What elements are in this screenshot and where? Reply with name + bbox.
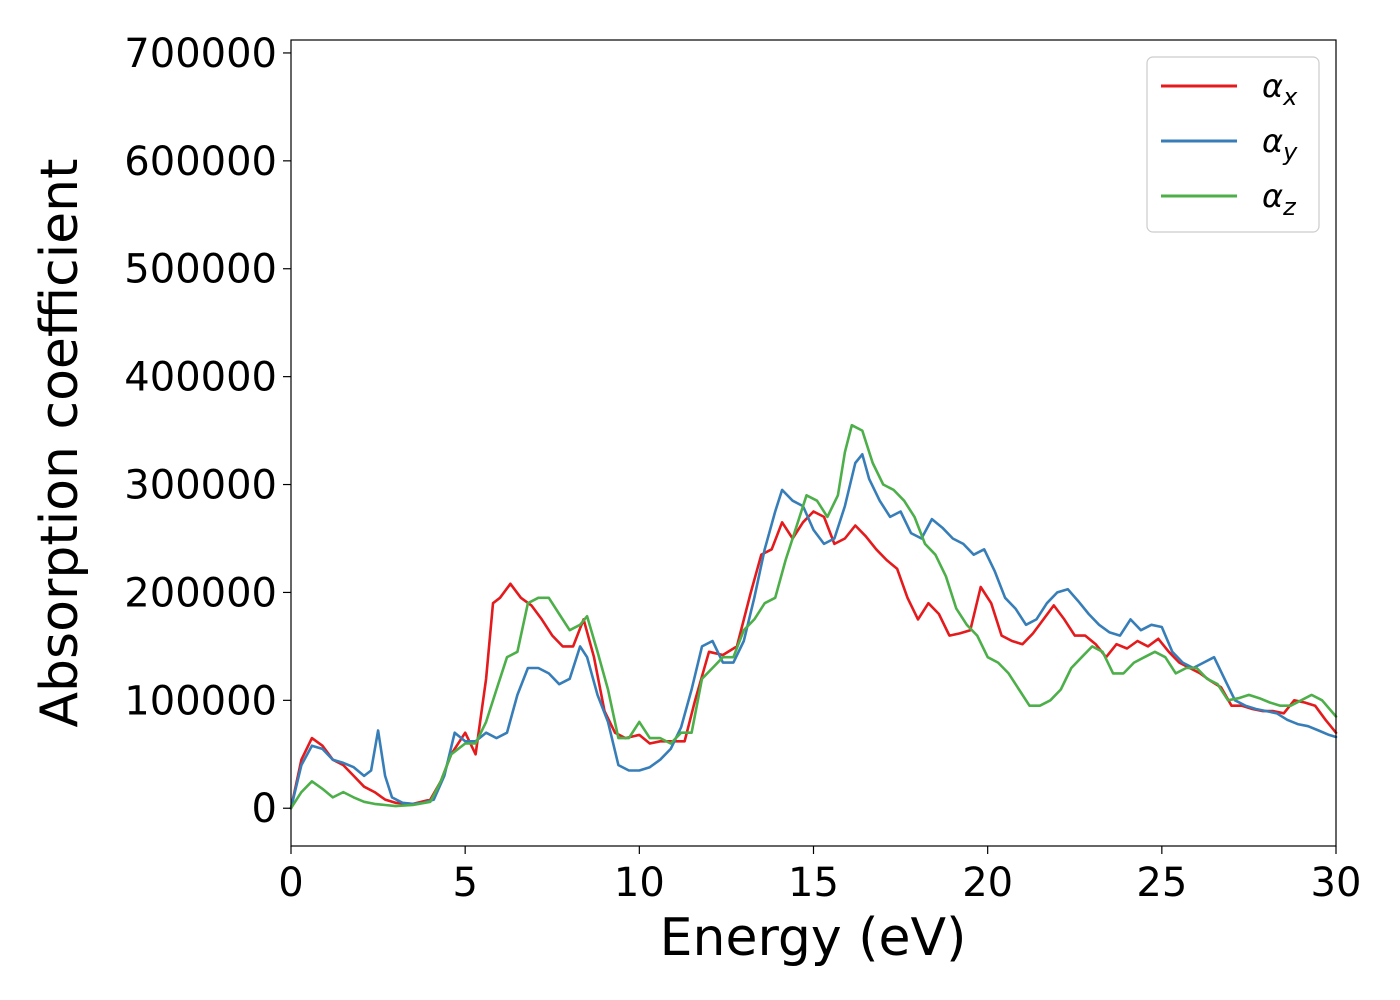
x-tick-label: 5 [452, 860, 477, 906]
legend-label-y: αy [1262, 122, 1298, 166]
y-axis-label: Absorption coefficient [30, 158, 90, 727]
y-axis: 0 100000 200000 300000 400000 500000 600000 700… [124, 31, 291, 832]
x-axis: 0 5 10 15 20 25 30 [278, 846, 1361, 906]
series-layer [289, 423, 1338, 810]
x-tick-label: 20 [962, 860, 1013, 906]
x-tick-label: 10 [614, 860, 665, 906]
legend-symbol: α [1262, 177, 1283, 215]
x-tick-label: 15 [788, 860, 839, 906]
y-tick-label: 700000 [124, 31, 277, 77]
x-tick-label: 0 [278, 860, 303, 906]
legend-subscript: z [1282, 193, 1297, 221]
x-axis-label: Energy (eV) [660, 908, 967, 968]
y-tick-label: 0 [252, 786, 277, 832]
series-line-y [289, 453, 1338, 810]
legend-symbol: α [1262, 122, 1283, 160]
y-tick-label: 300000 [124, 463, 277, 509]
y-tick-label: 400000 [124, 355, 277, 401]
legend-box [1146, 56, 1320, 233]
legend-label-x: αx [1262, 67, 1298, 111]
y-tick-label: 500000 [124, 247, 277, 293]
y-tick-label: 200000 [124, 570, 277, 616]
series-line-z [289, 423, 1338, 810]
y-tick-label: 600000 [124, 139, 277, 185]
legend-subscript: y [1282, 138, 1298, 166]
legend-symbol: α [1262, 67, 1283, 105]
x-tick-label: 25 [1136, 860, 1187, 906]
legend-label-z: αz [1262, 177, 1297, 221]
x-tick-label: 30 [1311, 860, 1362, 906]
y-tick-label: 100000 [124, 678, 277, 724]
legend-subscript: x [1282, 83, 1298, 111]
